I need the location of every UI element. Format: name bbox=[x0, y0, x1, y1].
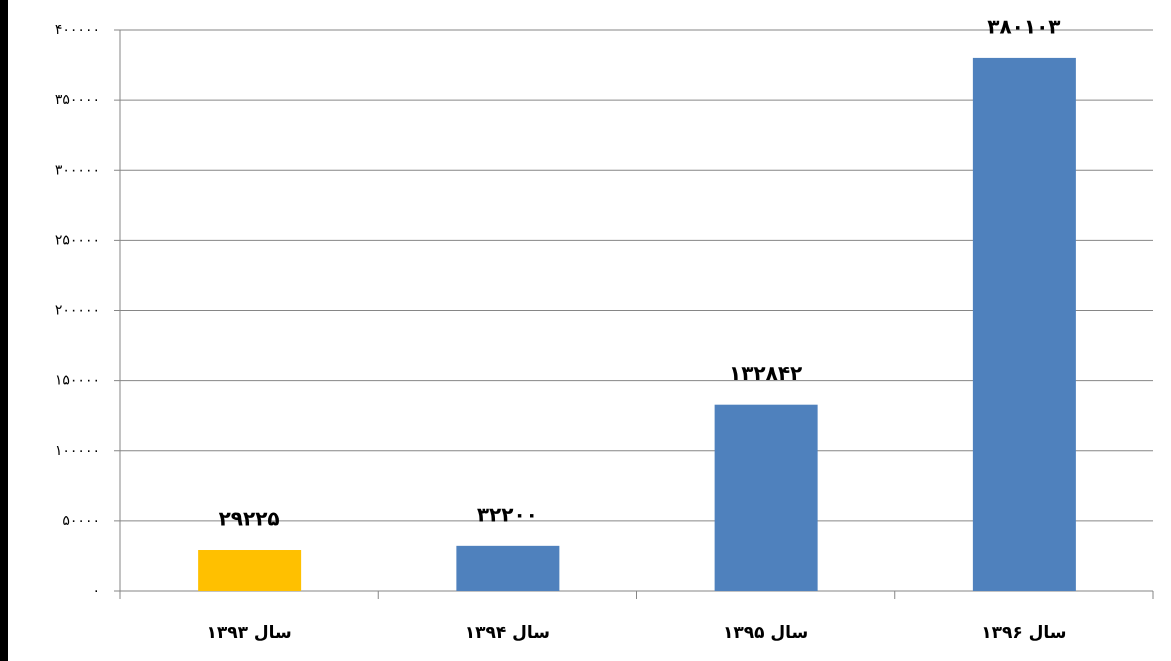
bar bbox=[972, 57, 1076, 592]
left-border bbox=[0, 0, 8, 661]
bar bbox=[456, 545, 560, 591]
value-label: ۱۳۲۸۴۲ bbox=[729, 361, 802, 385]
y-tick-label: ۵۰۰۰۰ bbox=[62, 513, 100, 529]
y-tick-label: ۱۵۰۰۰۰ bbox=[55, 373, 100, 389]
y-tick-label: ۲۵۰۰۰۰ bbox=[55, 232, 100, 248]
value-label: ۲۹۲۲۵ bbox=[219, 507, 280, 531]
x-tick-label: سال ۱۳۹۶ bbox=[981, 623, 1066, 643]
bar bbox=[198, 550, 302, 591]
bar bbox=[714, 404, 818, 591]
x-tick-label: سال ۱۳۹۴ bbox=[465, 623, 550, 643]
y-tick-label: ۰ bbox=[92, 583, 100, 599]
value-label: ۳۲۲۰۰ bbox=[477, 502, 538, 526]
y-tick-label: ۳۰۰۰۰۰ bbox=[55, 162, 100, 178]
x-tick-label: سال ۱۳۹۵ bbox=[723, 623, 808, 643]
value-label: ۳۸۰۱۰۳ bbox=[987, 14, 1060, 38]
y-tick-label: ۴۰۰۰۰۰ bbox=[55, 22, 100, 38]
y-tick-label: ۳۵۰۰۰۰ bbox=[55, 92, 100, 108]
y-tick-label: ۲۰۰۰۰۰ bbox=[55, 303, 100, 319]
y-tick-label: ۱۰۰۰۰۰ bbox=[55, 443, 100, 459]
x-tick-label: سال ۱۳۹۳ bbox=[206, 623, 291, 643]
